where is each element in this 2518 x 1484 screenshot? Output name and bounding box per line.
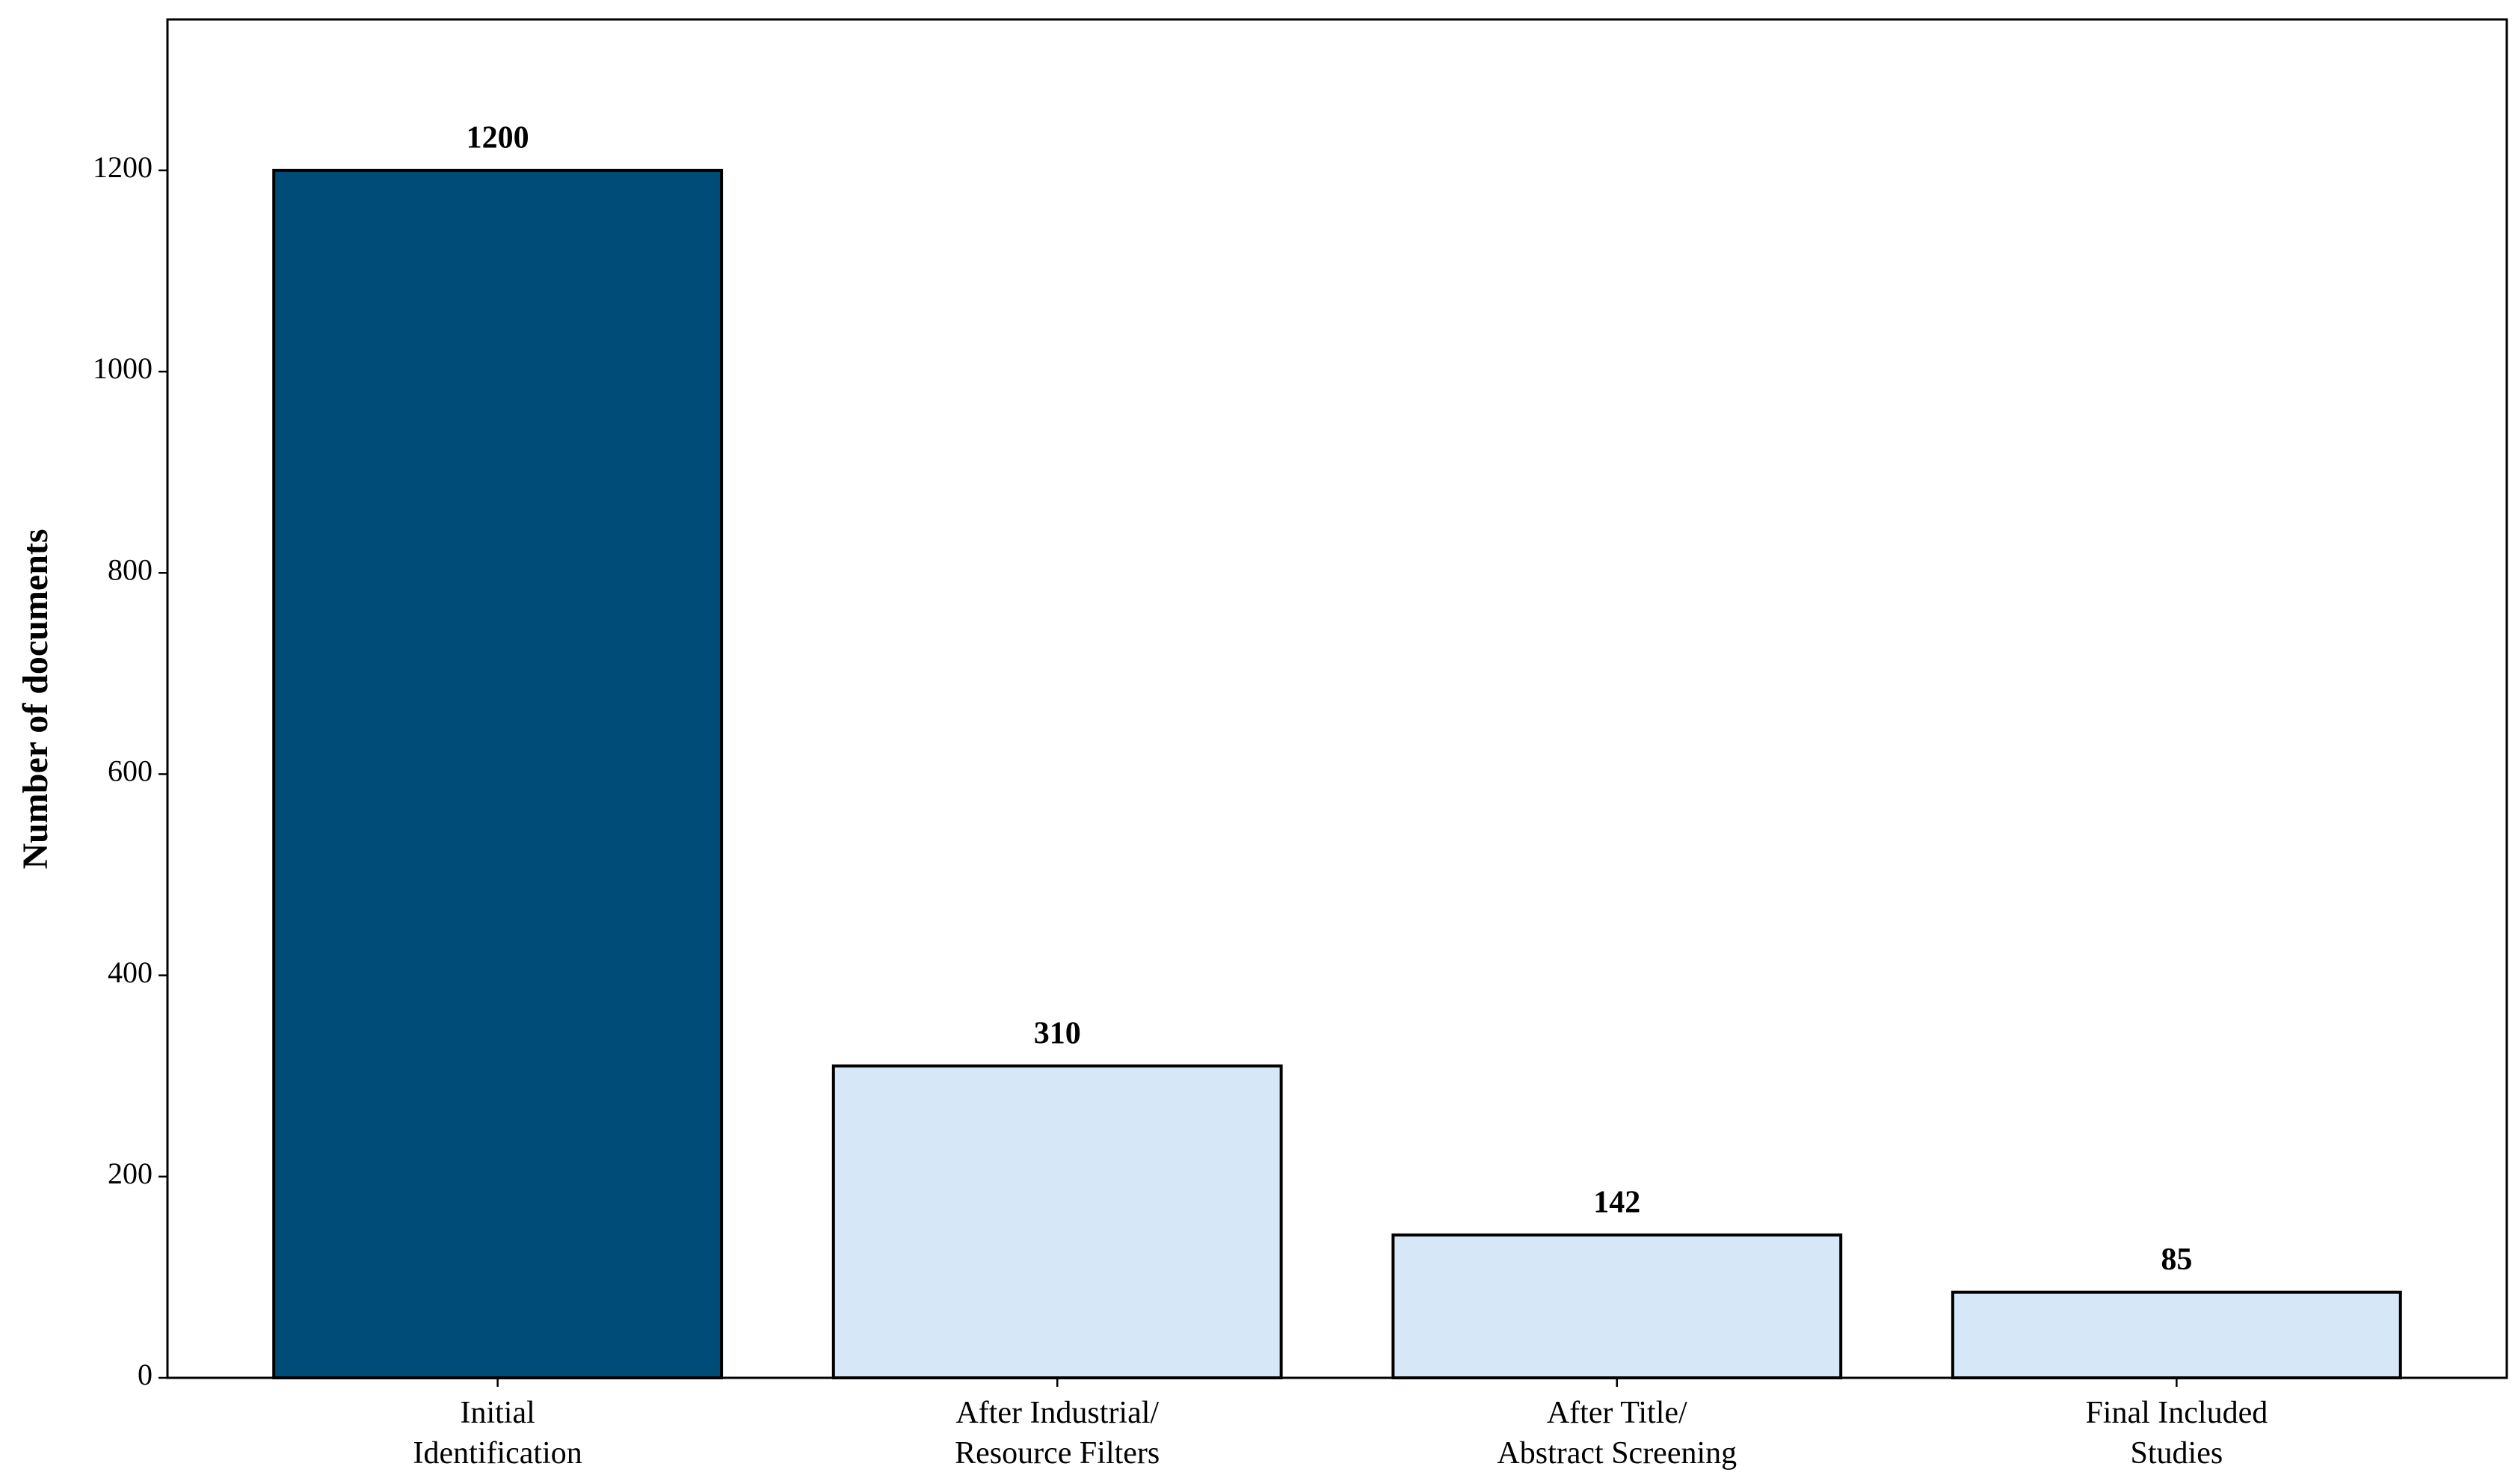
value-label: 85: [2161, 1243, 2192, 1277]
y-tick-label: 800: [108, 552, 153, 586]
x-tick-label: Initial Identification: [413, 1396, 582, 1471]
value-label: 310: [1034, 1016, 1081, 1050]
y-axis-label: Number of documents: [16, 529, 55, 869]
y-tick-label: 200: [108, 1157, 153, 1190]
y-tick-label: 1000: [93, 351, 153, 385]
value-label: 142: [1593, 1186, 1640, 1220]
x-tick-label: After Title/ Abstract Screening: [1497, 1396, 1737, 1471]
bar: [831, 1064, 1283, 1379]
bar: [272, 168, 724, 1379]
y-tick-label: 0: [138, 1358, 153, 1391]
x-tick-label: After Industrial/ Resource Filters: [955, 1396, 1160, 1471]
plot-frame: [166, 18, 2508, 1379]
bar: [1951, 1290, 2402, 1380]
value-label: 1200: [467, 121, 529, 156]
y-tick-label: 600: [108, 754, 153, 788]
bar: [1391, 1233, 1843, 1380]
y-tick-label: 400: [108, 955, 153, 989]
x-tick-label: Final Included Studies: [2085, 1396, 2268, 1471]
y-tick-label: 1200: [93, 150, 153, 184]
